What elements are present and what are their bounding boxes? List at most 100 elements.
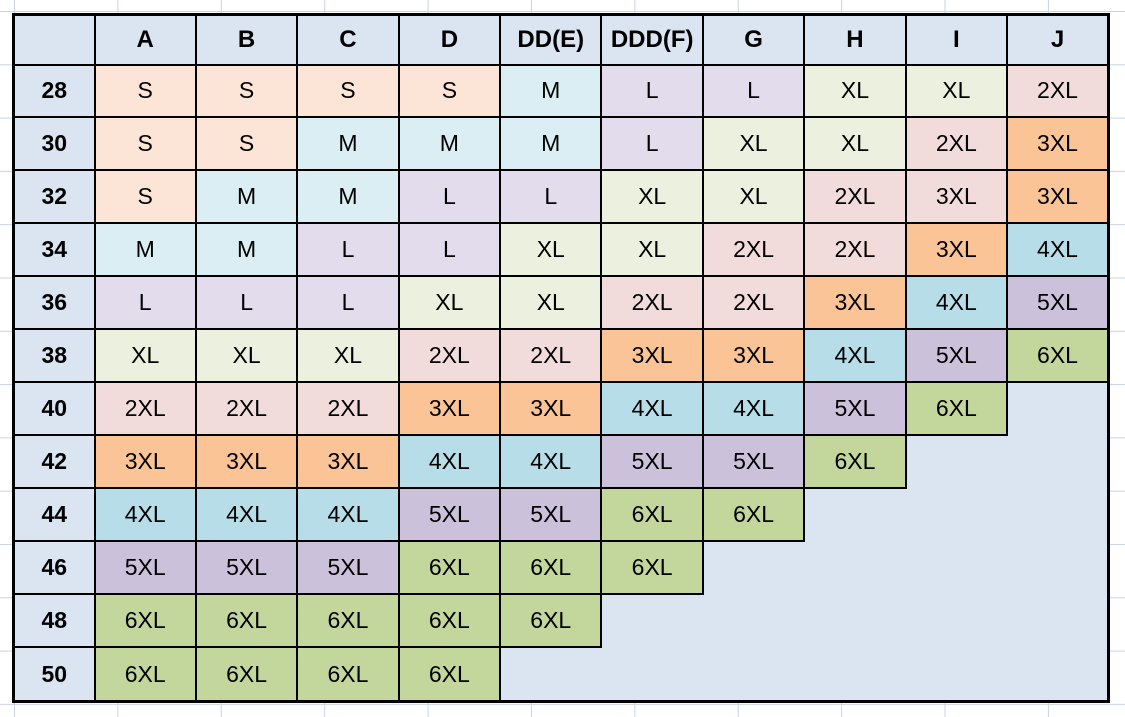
size-cell-46-g (702, 541, 805, 595)
size-cell-30-i: 2XL (904, 116, 1009, 172)
size-cell-36-i: 4XL (904, 275, 1009, 331)
size-cell-36-c: L (296, 275, 400, 331)
table-row-46: 46 5XL 5XL 5XL 6XL 6XL 6XL (12, 540, 1109, 596)
size-cell-38-dde: 2XL (499, 328, 603, 384)
size-cell-32-c: M (296, 169, 400, 225)
size-cell-50-g (702, 647, 805, 702)
size-cell-50-dde (500, 647, 602, 702)
size-cell-38-i: 5XL (904, 328, 1009, 384)
size-cell-44-i (905, 488, 1008, 542)
table-row-28: 28 S S S S M L L XL XL 2XL (12, 63, 1110, 119)
size-cell-28-b: S (194, 63, 299, 119)
size-cell-44-a: 4XL (93, 487, 197, 543)
size-cell-42-i (905, 435, 1008, 489)
header-row: A B C D DD(E) DDD(F) G H I J (12, 13, 1110, 66)
size-cell-38-dddf: 3XL (600, 328, 704, 384)
size-cell-48-b: 6XL (194, 593, 299, 649)
size-cell-30-a: S (93, 116, 197, 172)
row-header-50: 50 (12, 646, 96, 703)
table-header: A B C D DD(E) DDD(F) G H I J (12, 13, 1110, 66)
size-cell-40-a: 2XL (93, 381, 197, 437)
size-cell-28-g: L (701, 63, 806, 119)
size-cell-50-c: 6XL (296, 646, 400, 703)
corner-cell (12, 13, 96, 66)
size-cell-34-d: L (397, 222, 502, 278)
size-cell-28-i: XL (904, 63, 1009, 119)
size-cell-32-d: L (397, 169, 502, 225)
size-cell-50-b: 6XL (194, 646, 299, 703)
size-cell-50-i (905, 647, 1008, 702)
size-cell-36-dde: XL (499, 275, 603, 331)
column-header-i: I (904, 13, 1009, 66)
size-cell-48-g (702, 594, 805, 648)
size-cell-48-i (905, 594, 1008, 648)
size-cell-38-d: 2XL (397, 328, 502, 384)
size-cell-34-j: 4XL (1006, 222, 1110, 278)
row-header-42: 42 (12, 434, 96, 490)
row-header-32: 32 (12, 169, 96, 225)
size-cell-28-h: XL (803, 63, 907, 119)
size-cell-40-dddf: 4XL (600, 381, 704, 437)
size-cell-40-d: 3XL (397, 381, 502, 437)
size-cell-32-j: 3XL (1006, 169, 1110, 225)
size-cell-36-d: XL (397, 275, 502, 331)
size-cell-34-dde: XL (499, 222, 603, 278)
table-row-42: 42 3XL 3XL 3XL 4XL 4XL 5XL 5XL 6XL (12, 434, 1109, 490)
size-cell-40-j (1007, 382, 1109, 436)
size-cell-48-dddf (601, 594, 703, 648)
table-row-36: 36 L L L XL XL 2XL 2XL 3XL 4XL 5XL (12, 275, 1110, 331)
size-cell-50-d: 6XL (397, 646, 502, 703)
column-header-g: G (701, 13, 806, 66)
size-cell-40-b: 2XL (194, 381, 299, 437)
size-cell-44-dddf: 6XL (600, 487, 704, 543)
size-cell-28-j: 2XL (1006, 63, 1110, 119)
size-cell-30-dde: M (499, 116, 603, 172)
size-cell-40-dde: 3XL (499, 381, 603, 437)
column-header-h: H (803, 13, 907, 66)
size-cell-32-g: XL (701, 169, 806, 225)
size-cell-42-dddf: 5XL (600, 434, 704, 490)
row-header-34: 34 (12, 222, 96, 278)
row-header-30: 30 (12, 116, 96, 172)
row-header-28: 28 (12, 63, 96, 119)
size-cell-42-b: 3XL (194, 434, 299, 490)
size-cell-48-c: 6XL (296, 593, 400, 649)
size-cell-42-g: 5XL (701, 434, 806, 490)
size-cell-32-b: M (194, 169, 299, 225)
size-cell-46-b: 5XL (194, 540, 299, 596)
size-cell-30-b: S (194, 116, 299, 172)
size-cell-34-dddf: XL (600, 222, 704, 278)
size-cell-28-c: S (296, 63, 400, 119)
size-cell-50-dddf (601, 647, 703, 702)
size-cell-46-i (905, 541, 1008, 595)
size-cell-46-dde: 6XL (499, 540, 603, 596)
size-cell-32-a: S (93, 169, 197, 225)
size-cell-38-j: 6XL (1006, 328, 1110, 384)
size-cell-40-h: 5XL (803, 381, 907, 437)
size-cell-38-a: XL (93, 328, 197, 384)
size-cell-36-g: 2XL (701, 275, 806, 331)
size-cell-34-c: L (296, 222, 400, 278)
size-cell-38-g: 3XL (701, 328, 806, 384)
size-cell-34-b: M (194, 222, 299, 278)
size-cell-28-dddf: L (600, 63, 704, 119)
column-header-c: C (296, 13, 400, 66)
row-header-36: 36 (12, 275, 96, 331)
size-cell-40-g: 4XL (701, 381, 806, 437)
table-row-44: 44 4XL 4XL 4XL 5XL 5XL 6XL 6XL (12, 487, 1109, 543)
size-cell-36-j: 5XL (1006, 275, 1110, 331)
table-row-32: 32 S M M L L XL XL 2XL 3XL 3XL (12, 169, 1110, 225)
size-cell-48-d: 6XL (397, 593, 502, 649)
size-cell-40-c: 2XL (296, 381, 400, 437)
size-cell-42-h: 6XL (803, 434, 907, 490)
size-conversion-table: A B C D DD(E) DDD(F) G H I J 28 S S S S M L L XL XL 2XL 30 S S… (12, 13, 1110, 703)
size-cell-48-a: 6XL (93, 593, 197, 649)
column-header-d: D (397, 13, 502, 66)
row-header-48: 48 (12, 593, 96, 649)
size-cell-48-j (1007, 594, 1109, 648)
size-cell-30-d: M (397, 116, 502, 172)
size-cell-48-h (804, 594, 906, 648)
table-row-48: 48 6XL 6XL 6XL 6XL 6XL (12, 593, 1109, 649)
size-cell-32-dddf: XL (600, 169, 704, 225)
